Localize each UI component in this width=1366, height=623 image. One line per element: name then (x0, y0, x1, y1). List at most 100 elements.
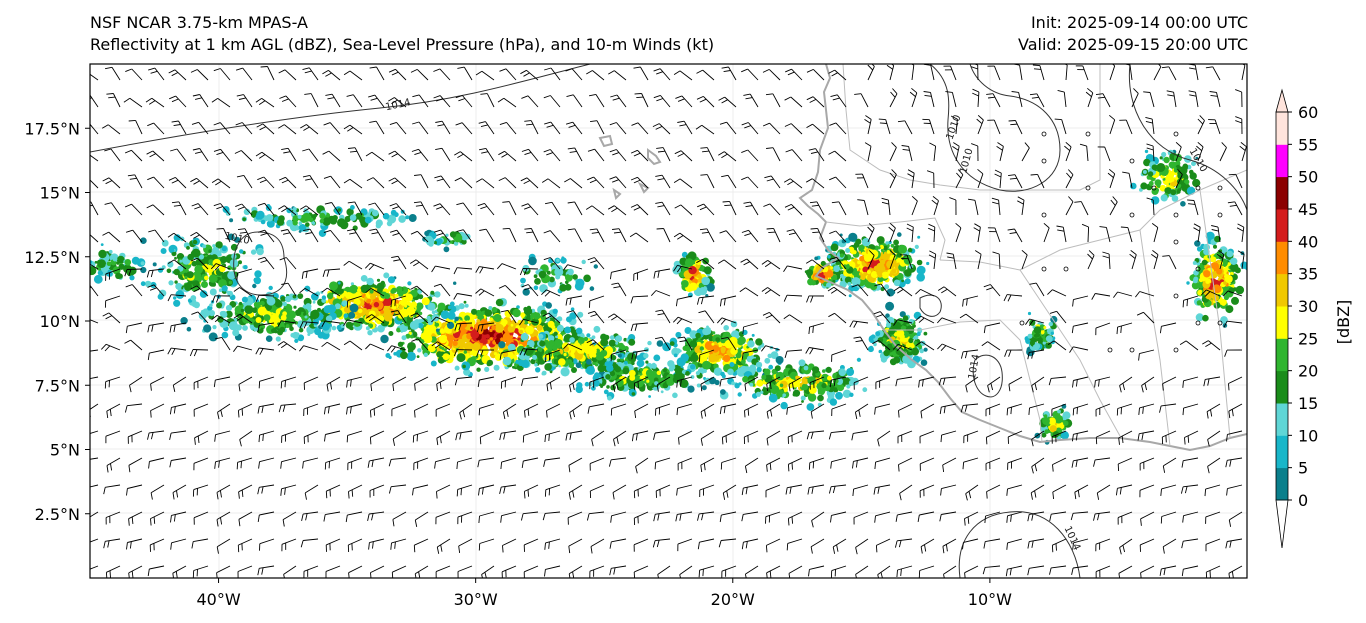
echo-cell (398, 305, 403, 310)
echo-cell (1201, 259, 1208, 266)
echo-cell (548, 335, 555, 342)
echo-cell (856, 357, 862, 362)
echo-cell (175, 290, 185, 299)
echo-cell (470, 326, 474, 330)
echo-cell (192, 239, 198, 245)
echo-cell (656, 370, 661, 375)
echo-cell (563, 352, 567, 357)
echo-cell (204, 257, 208, 261)
echo-cell (318, 229, 327, 237)
echo-cell (360, 275, 368, 282)
echo-cell (285, 295, 292, 303)
echo-cell (456, 331, 461, 336)
echo-cell (559, 284, 567, 292)
echo-cell (383, 272, 390, 279)
echo-cell (438, 334, 448, 344)
echo-cell (827, 254, 831, 259)
echo-cell (702, 360, 711, 370)
echo-cell (817, 394, 824, 402)
echo-cell (241, 296, 248, 303)
echo-cell (398, 215, 406, 223)
echo-cell (757, 346, 762, 350)
echo-cell (408, 214, 417, 222)
echo-cell (581, 259, 586, 265)
echo-cell (195, 258, 204, 267)
echo-cell (423, 352, 428, 357)
echo-cell (235, 324, 242, 331)
echo-cell (858, 245, 864, 252)
echo-cell (176, 253, 185, 261)
echo-cell (521, 359, 530, 368)
echo-cell (1033, 326, 1042, 334)
echo-cell (902, 326, 906, 330)
echo-cell (208, 259, 214, 265)
echo-cell (583, 274, 591, 283)
echo-cell (349, 284, 359, 294)
echo-cell (571, 367, 577, 373)
echo-cell (636, 355, 642, 361)
echo-cell (646, 379, 650, 383)
echo-cell (524, 323, 528, 327)
echo-cell (822, 369, 826, 373)
echo-cell (712, 331, 716, 335)
echo-cell (417, 322, 424, 329)
echo-cell (460, 321, 468, 328)
echo-cell (394, 293, 399, 298)
echo-cell (101, 267, 108, 274)
echo-cell (439, 328, 446, 334)
echo-cell (848, 294, 852, 298)
echo-cell (584, 381, 590, 387)
echo-cell (833, 265, 840, 273)
echo-cell (187, 253, 194, 261)
echo-cell (923, 347, 928, 352)
echo-cell (326, 292, 334, 300)
echo-cell (386, 220, 393, 227)
echo-cell (420, 318, 425, 323)
echo-cell (447, 305, 452, 310)
echo-cell (761, 374, 767, 380)
echo-cell (1033, 333, 1039, 338)
echo-cell (711, 342, 715, 346)
echo-cell (515, 328, 519, 332)
echo-cell (731, 381, 735, 386)
echo-cell (447, 311, 456, 320)
echo-cell (227, 265, 233, 271)
echo-cell (470, 330, 480, 339)
echo-cell (140, 261, 145, 266)
echo-cell (545, 275, 550, 281)
echo-cell (368, 306, 372, 310)
echo-cell (1038, 337, 1043, 343)
echo-cell (317, 331, 325, 339)
echo-cell (607, 395, 612, 401)
echo-cell (256, 210, 265, 220)
echo-cell (609, 371, 616, 377)
echo-cell (520, 312, 526, 318)
echo-cell (367, 298, 372, 303)
echo-cell (435, 328, 440, 332)
echo-cell (741, 359, 746, 365)
echo-cell (291, 319, 295, 322)
echo-cell (554, 267, 564, 277)
echo-cell (672, 265, 682, 275)
echo-cell (416, 355, 420, 358)
echo-cell (673, 353, 678, 358)
echo-cell (825, 366, 832, 373)
echo-cell (1230, 257, 1238, 265)
echo-cell (421, 297, 430, 306)
echo-cell (208, 274, 218, 283)
echo-cell (252, 283, 257, 289)
echo-cell (586, 333, 591, 338)
echo-cell (597, 364, 606, 373)
echo-cell (560, 257, 567, 264)
echo-cell (227, 290, 234, 297)
echo-cell (914, 335, 919, 340)
echo-cell (337, 218, 346, 228)
echo-cell (454, 365, 460, 371)
echo-cell (409, 320, 419, 330)
echo-cell (875, 331, 881, 337)
echo-cell (1170, 189, 1177, 196)
echo-cell (737, 338, 745, 346)
echo-cell (756, 379, 764, 387)
chart-header-right: Init: 2025-09-14 00:00 UTC Valid: 2025-0… (1018, 12, 1248, 56)
